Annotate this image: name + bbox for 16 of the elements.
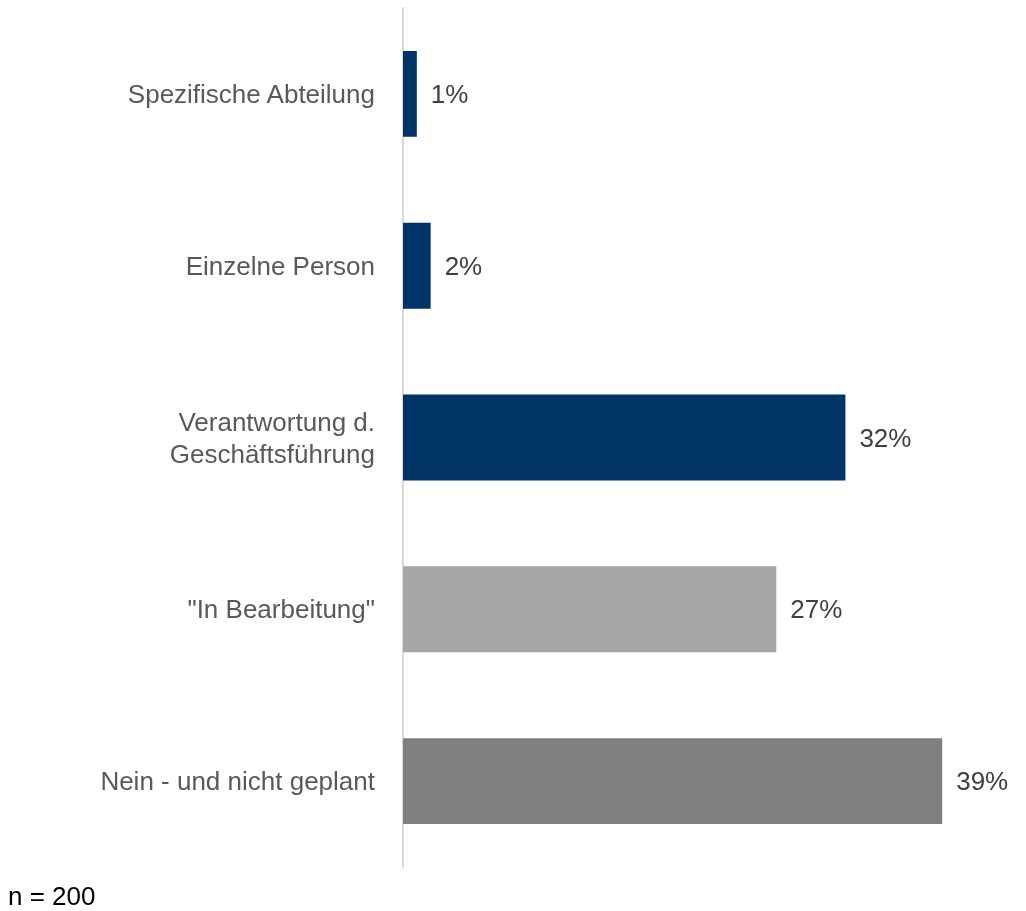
y-tick-label: Einzelne Person [185, 250, 375, 281]
text: n = 200 [8, 881, 96, 911]
bar [403, 394, 846, 481]
y-tick-label: Spezifische Abteilung [127, 78, 375, 109]
data-label: 1% [430, 78, 469, 109]
bar [403, 50, 417, 137]
data-label: 2% [444, 250, 483, 281]
y-tick-label: Verantwortung d. Geschäftsführung [169, 406, 375, 469]
data-label: 32% [859, 422, 912, 453]
y-tick-label: Nein - und nicht geplant [100, 766, 376, 797]
bar [403, 566, 777, 653]
data-label: 39% [956, 766, 1009, 797]
bar [403, 738, 943, 825]
data-label: 27% [790, 594, 843, 625]
bar [403, 222, 431, 309]
y-tick-label: "In Bearbeitung" [187, 594, 375, 625]
